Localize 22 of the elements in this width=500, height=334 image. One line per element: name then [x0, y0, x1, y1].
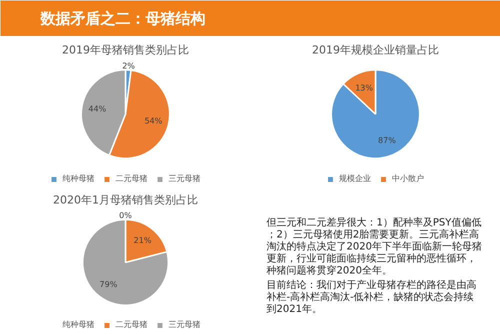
data-label: 2%: [122, 61, 136, 70]
legend-label: 纯种母猪: [62, 173, 94, 184]
legend-label: 规模企业: [339, 173, 371, 184]
data-label: 54%: [144, 116, 163, 126]
data-label: 21%: [134, 236, 152, 246]
category-label: 纯种母猪: [62, 320, 94, 329]
legend-label: 二元母猪: [116, 173, 148, 184]
text: 数据矛盾之二：母猪结构: [40, 10, 206, 28]
text: 0%: [119, 211, 132, 220]
legend-label: 三元母猪: [168, 319, 200, 330]
text: 但三元和二元差异很大：1）配种率及PSY值偏低；2）三元母猪使用2胎需要更新。三元高补栏高淘汰的特点决定了2020年下半年面临新一轮母猪更新，行业可能面临持续三元留种的恶性循环，种猪问题将贯穿2020全年。: [266, 216, 482, 277]
data-label: 44%: [88, 104, 107, 114]
legend-label: 中小散户: [392, 173, 424, 184]
legend-label: 二元母猪: [116, 319, 148, 330]
data-label: 13%: [355, 83, 374, 92]
legend-label: 三元母猪: [168, 173, 200, 184]
data-label: 87%: [378, 136, 396, 145]
data-label: 79%: [100, 280, 118, 289]
chart-title: 2020年1月母猪销售类别占比: [53, 194, 198, 206]
chart-title: 2019年母猪销售类别占比: [62, 44, 190, 56]
chart-title: 2019年规模企业销量占比: [312, 44, 440, 56]
text: 目前结论：我们对于产业母猪存栏的路径是由高补栏-高补栏高淘汰-低补栏，缺猪的状态会持续到2021年。: [266, 279, 476, 316]
